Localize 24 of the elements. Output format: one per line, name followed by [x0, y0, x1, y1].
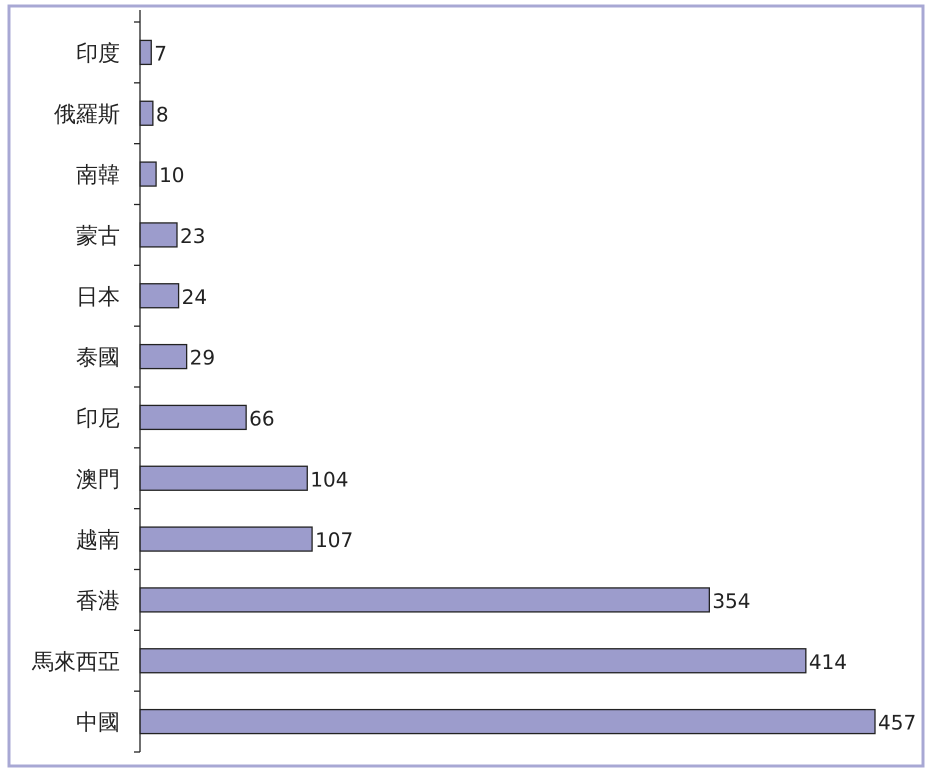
y-tick-label: 俄羅斯 [54, 102, 120, 128]
data-label: 29 [190, 346, 216, 370]
data-label: 414 [808, 650, 848, 674]
y-tick-label: 印尼 [76, 406, 120, 432]
y-tick-label: 澳門 [76, 467, 120, 492]
y-tick-label: 越南 [76, 528, 120, 554]
y-tick-label: 日本 [76, 284, 120, 310]
data-label: 24 [182, 284, 208, 309]
y-tick-label: 馬來西亞 [31, 650, 120, 675]
data-label: 457 [878, 710, 916, 735]
data-label: 10 [159, 163, 185, 188]
data-label: 8 [156, 102, 169, 126]
data-label: 354 [712, 588, 751, 613]
y-tick-label: 南韓 [76, 163, 120, 188]
data-label: 23 [180, 224, 206, 248]
y-tick-label: 中國 [76, 710, 120, 736]
data-label: 107 [315, 528, 354, 552]
y-tick-label: 蒙古 [76, 224, 120, 249]
y-tick-label: 泰國 [76, 346, 120, 371]
y-tick-label: 香港 [76, 588, 120, 614]
data-label: 104 [310, 467, 348, 492]
y-tick-label: 印度 [76, 41, 120, 66]
data-label: 66 [249, 406, 275, 430]
data-label: 7 [154, 41, 167, 66]
